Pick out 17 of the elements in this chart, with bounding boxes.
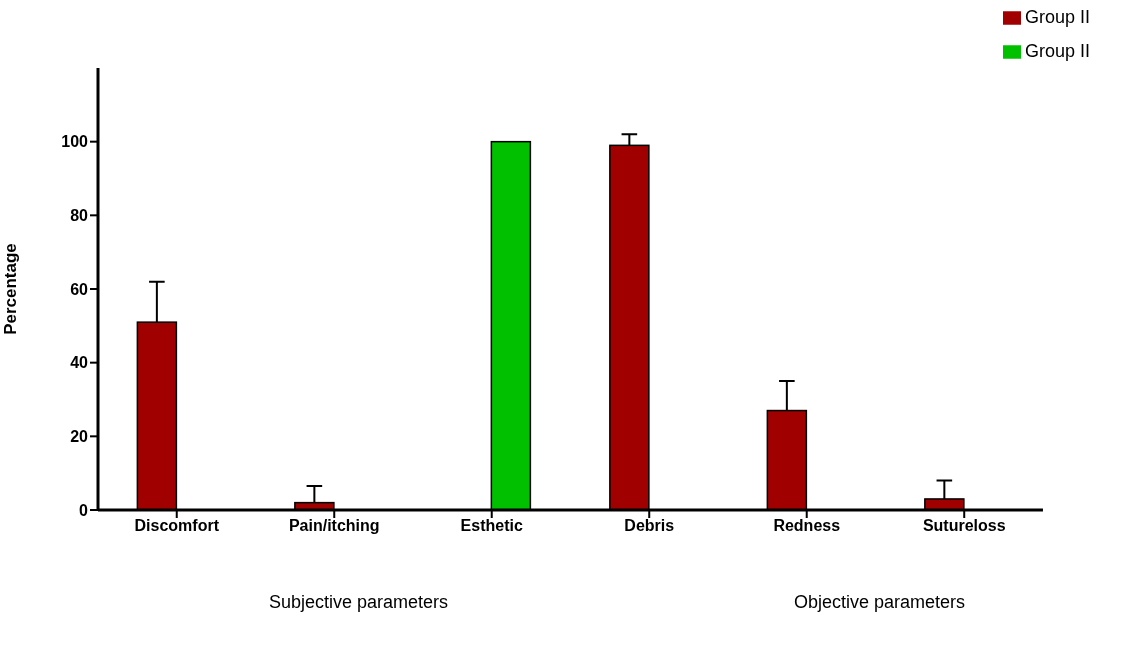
x-tick-label: Discomfort [134,517,220,535]
y-tick-label: 80 [70,207,89,225]
x-tick-label: Esthetic [460,517,523,535]
x-tick-label: Redness [773,517,841,535]
x-tick-label: Sutureloss [922,517,1006,535]
y-tick-label: 20 [70,428,89,446]
x-tick-label: Pain/itching [288,517,380,535]
y-axis-title: Percentage [1,243,21,335]
y-tick-label: 40 [70,354,89,372]
y-tick-label: 60 [70,280,89,298]
y-tick-label: 0 [79,501,89,519]
x-tick-label: Debris [624,517,675,535]
text: Subjective parameters [267,592,450,613]
text: Objective parameters [792,592,967,613]
legend-label: Group II [1024,41,1090,61]
y-tick-label: 100 [61,133,89,151]
legend-label: Group II [1024,7,1090,27]
